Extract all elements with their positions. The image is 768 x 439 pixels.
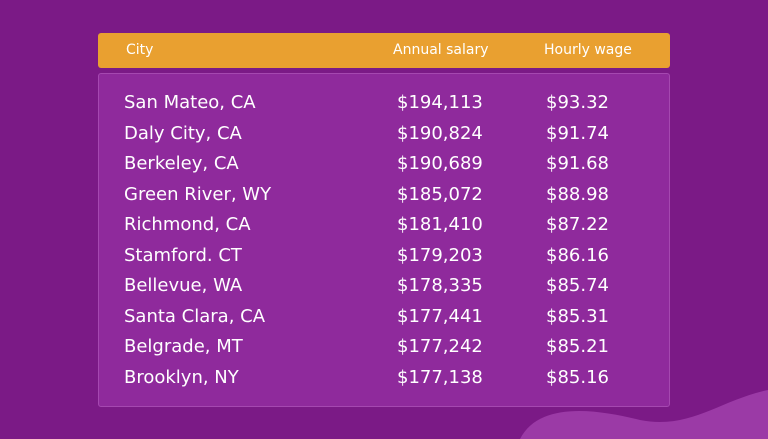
table-cell: $179,203 [397, 244, 483, 266]
header-cell: City [126, 42, 154, 58]
table-cell: $181,410 [397, 214, 483, 235]
table-cell: $91.68 [546, 153, 609, 174]
table-cell: $194,113 [397, 92, 483, 113]
table-cell: $85.16 [546, 366, 609, 388]
table-row: Stamford. CT $179,203 $86.16 [99, 245, 669, 275]
table-cell: Brooklyn, NY [124, 366, 239, 388]
table-cell: $85.74 [546, 275, 609, 296]
table-row: Santa Clara, CA $177,441 $85.31 [99, 306, 669, 336]
table-row: Green River, WY $185,072 $88.98 [99, 184, 669, 214]
table-row: Bellevue, WA $178,335 $85.74 [99, 275, 669, 305]
table-cell: $85.21 [546, 336, 609, 357]
table-body: San Mateo, CA $194,113 $93.32 Daly City, CA… [98, 73, 670, 407]
table-row: San Mateo, CA $194,113 $93.32 [99, 92, 669, 122]
table-cell: $88.98 [546, 183, 609, 205]
table-cell: $85.31 [546, 305, 609, 327]
table-cell: $177,138 [397, 366, 483, 388]
table-cell: Belgrade, MT [124, 336, 243, 357]
table-cell: $87.22 [546, 214, 609, 235]
table-row: Berkeley, CA $190,689 $91.68 [99, 153, 669, 183]
table-header: City Annual salary Hourly wage [98, 33, 670, 68]
wave [520, 390, 768, 439]
table-cell: Bellevue, WA [124, 275, 243, 296]
table-cell: $93.32 [546, 92, 609, 113]
table-cell: $177,242 [397, 336, 483, 357]
table-cell: $190,689 [397, 153, 483, 174]
table-cell: Santa Clara, CA [124, 305, 266, 327]
table-cell: $178,335 [397, 275, 483, 296]
table-cell: $185,072 [397, 183, 483, 205]
header-cell: Annual salary [393, 42, 489, 58]
table-cell: Stamford. CT [124, 244, 242, 266]
header-cell: Hourly wage [544, 42, 632, 58]
table-cell: $91.74 [546, 122, 609, 144]
table-cell: $86.16 [546, 244, 609, 266]
table-cell: San Mateo, CA [124, 92, 256, 113]
table-row: Richmond, CA $181,410 $87.22 [99, 214, 669, 244]
table-cell: Daly City, CA [124, 122, 242, 144]
table-cell: Green River, WY [124, 183, 272, 205]
table-row: Belgrade, MT $177,242 $85.21 [99, 336, 669, 366]
table-cell: Berkeley, CA [124, 153, 239, 174]
table-cell: $190,824 [397, 122, 483, 144]
table-cell: Richmond, CA [124, 214, 251, 235]
table-row: Brooklyn, NY $177,138 $85.16 [99, 367, 669, 397]
table-row: Daly City, CA $190,824 $91.74 [99, 123, 669, 153]
table-cell: $177,441 [397, 305, 483, 327]
